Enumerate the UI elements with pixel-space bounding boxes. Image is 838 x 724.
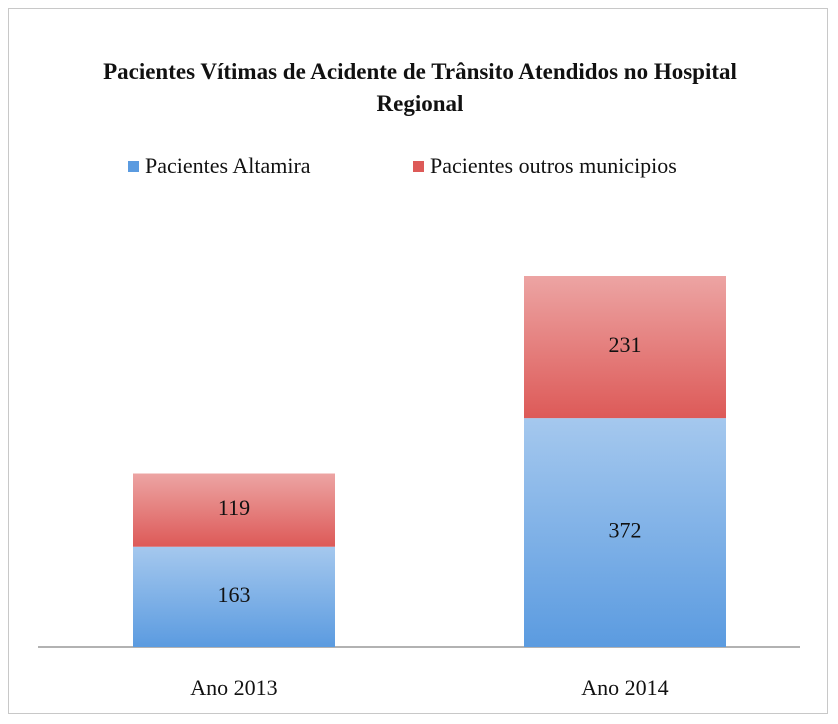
bar-segment xyxy=(133,473,335,547)
data-label: 163 xyxy=(218,582,251,607)
data-label: 119 xyxy=(218,495,250,520)
legend-swatch xyxy=(413,161,424,172)
chart-title: Pacientes Vítimas de Acidente de Trânsit… xyxy=(103,59,737,116)
bar-segment xyxy=(524,276,726,419)
x-tick-label: Ano 2014 xyxy=(581,675,668,700)
legend-label: Pacientes outros municipios xyxy=(430,153,677,178)
data-label: 231 xyxy=(609,332,642,357)
data-label: 372 xyxy=(609,518,642,543)
bar-segment xyxy=(524,418,726,647)
chart-frame xyxy=(8,8,828,714)
legend-label: Pacientes Altamira xyxy=(145,153,311,178)
bar-segment xyxy=(133,546,335,647)
legend-swatch xyxy=(128,161,139,172)
x-tick-label: Ano 2013 xyxy=(190,675,277,700)
